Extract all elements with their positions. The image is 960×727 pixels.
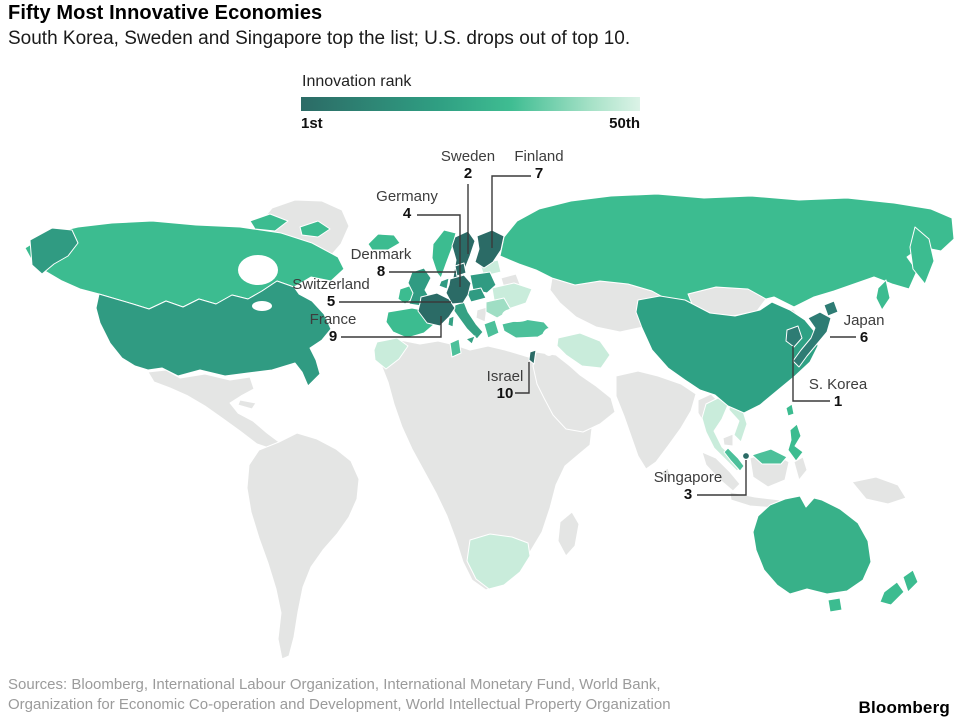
- connector-singapore: [697, 460, 747, 496]
- country-cuba: [237, 399, 257, 410]
- country-india: [615, 370, 697, 470]
- sources-line-1: Sources: Bloomberg, International Labour…: [8, 676, 661, 693]
- mint-tier-countries: [373, 259, 748, 590]
- world-map-svg: [24, 175, 955, 660]
- legend-max-label: 50th: [609, 115, 640, 132]
- label-switzerland: Switzerland 5: [292, 276, 370, 311]
- label-israel: Israel 10: [486, 368, 524, 403]
- water-bodies: [238, 255, 557, 356]
- country-italy: [447, 301, 484, 345]
- country-philippines: [787, 423, 804, 462]
- japan-honshu: [792, 311, 832, 368]
- country-cambodia: [722, 433, 734, 447]
- russia-kamchatka: [909, 226, 935, 285]
- country-malaysia-peninsula: [723, 447, 745, 472]
- label-denmark: Denmark 8: [350, 246, 412, 281]
- page-title: Fifty Most Innovative Economies: [8, 2, 323, 24]
- country-taiwan: [785, 403, 795, 417]
- bloomberg-logo: Bloomberg: [858, 698, 950, 717]
- country-singapore: [742, 452, 750, 460]
- country-iran: [556, 332, 611, 369]
- caspian-sea: [541, 328, 557, 356]
- legend-min-label: 1st: [301, 115, 323, 132]
- green-tier-countries: [24, 193, 955, 613]
- label-france: France 9: [309, 311, 357, 346]
- legend-gradient-bar: [301, 97, 640, 111]
- country-norway: [431, 229, 457, 279]
- page-subtitle: South Korea, Sweden and Singapore top th…: [8, 28, 631, 49]
- country-greece: [483, 319, 500, 339]
- country-south-korea: [785, 325, 803, 348]
- connector-finland: [491, 175, 531, 248]
- canada-arctic-island-2: [299, 220, 331, 238]
- continent-africa: [377, 339, 593, 591]
- country-israel: [528, 349, 537, 365]
- top10-countries: [417, 229, 750, 460]
- country-usa: [95, 280, 332, 387]
- country-south-africa: [466, 533, 531, 590]
- country-austria-czech: [465, 287, 487, 303]
- us-alaska: [29, 227, 79, 275]
- black-sea: [502, 308, 532, 322]
- country-madagascar: [557, 511, 580, 557]
- top10-asia-countries: [785, 300, 839, 368]
- label-germany: Germany 4: [376, 188, 438, 223]
- italy-sardinia: [447, 315, 455, 328]
- connector-south-korea: [792, 346, 830, 402]
- russia-sakhalin: [875, 279, 891, 311]
- country-mexico-central-america: [147, 369, 280, 450]
- sources-line-2: Organization for Economic Co-operation a…: [8, 696, 671, 713]
- country-papua-new-guinea: [851, 476, 907, 505]
- country-tunisia: [449, 338, 462, 358]
- teal-tier-countries: [29, 227, 497, 387]
- australia-tasmania: [827, 597, 843, 613]
- connector-france: [341, 316, 442, 338]
- continent-south-america: [246, 432, 360, 660]
- label-sweden: Sweden 2: [440, 148, 496, 183]
- country-poland: [469, 271, 497, 294]
- country-malaysia-borneo: [751, 448, 788, 465]
- connector-israel: [515, 362, 530, 394]
- country-china: [635, 295, 819, 414]
- country-finland: [474, 229, 505, 269]
- country-germany: [445, 274, 472, 305]
- country-indonesia-sumatra: [701, 451, 741, 492]
- country-morocco: [373, 337, 409, 370]
- label-singapore: Singapore 3: [653, 469, 723, 504]
- country-australia: [752, 495, 872, 595]
- japan-hokkaido: [823, 300, 839, 317]
- hudson-bay: [238, 255, 278, 285]
- color-legend: Innovation rank 1st 50th: [301, 73, 640, 132]
- canada-arctic-island-1: [249, 213, 289, 232]
- great-lakes: [252, 301, 272, 311]
- country-benelux: [438, 277, 450, 290]
- country-france: [417, 292, 456, 327]
- label-finland: Finland 7: [514, 148, 564, 183]
- connector-germany: [417, 214, 461, 287]
- world-map: Sweden 2 Finland 7 Germany 4 Denmark 8 S…: [0, 148, 960, 668]
- region-middle-east: [532, 351, 616, 433]
- country-russia: [499, 193, 955, 308]
- legend-title: Innovation rank: [302, 73, 412, 90]
- label-south-korea: S. Korea 1: [808, 376, 868, 411]
- italy-sicily: [465, 335, 476, 345]
- region-balkans: [475, 306, 488, 323]
- country-new-zealand-north: [902, 569, 919, 593]
- country-sri-lanka: [661, 467, 672, 483]
- sources-note: Sources: Bloomberg, International Labour…: [8, 675, 671, 715]
- country-iceland: [367, 233, 401, 251]
- label-japan: Japan 6: [843, 312, 885, 347]
- unranked-countries: [147, 199, 907, 660]
- label-connectors: [339, 175, 856, 496]
- country-new-zealand-south: [879, 581, 905, 606]
- country-indonesia-sulawesi: [793, 456, 808, 481]
